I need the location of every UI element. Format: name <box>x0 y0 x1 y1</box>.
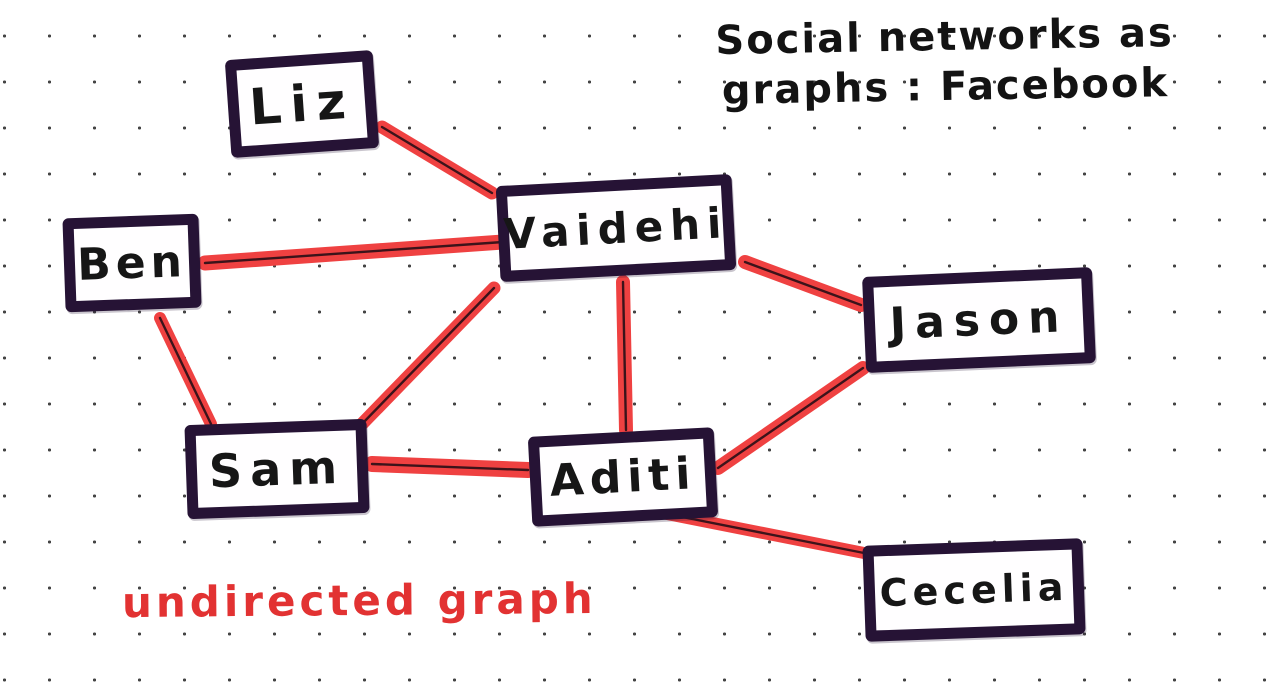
node-vaidehi: Vaidehi <box>495 173 737 283</box>
node-cecelia: Cecelia <box>862 538 1086 642</box>
node-cecelia-label: Cecelia <box>878 564 1070 616</box>
node-vaidehi-label: Vaidehi <box>502 197 730 259</box>
node-sam: Sam <box>184 418 370 520</box>
node-jason: Jason <box>862 267 1096 373</box>
edge-liz-vaidehi <box>375 120 499 200</box>
node-aditi: Aditi <box>527 427 719 527</box>
edge-sam-aditi <box>364 456 536 478</box>
node-ben: Ben <box>62 213 202 313</box>
node-liz: Liz <box>224 49 380 159</box>
node-jason-label: Jason <box>888 290 1070 350</box>
edge-aditi-jason <box>711 361 870 475</box>
node-aditi-label: Aditi <box>548 447 698 507</box>
node-ben-label: Ben <box>76 235 188 291</box>
page-title-line1: Social networks as <box>715 10 1175 65</box>
node-sam-label: Sam <box>208 439 346 499</box>
edge-sam-vaidehi <box>353 281 501 433</box>
edge-vaidehi-jason <box>738 255 868 312</box>
undirected-graph-caption: undirected graph <box>121 573 597 628</box>
page-title-line2: graphs : Facebook <box>721 60 1170 114</box>
node-liz-label: Liz <box>247 71 357 137</box>
edge-ben-sam <box>154 312 217 430</box>
page-title: Social networks as graphs : Facebook <box>694 8 1196 117</box>
edge-vaidehi-aditi <box>616 275 633 437</box>
edge-ben-vaidehi <box>197 234 511 271</box>
